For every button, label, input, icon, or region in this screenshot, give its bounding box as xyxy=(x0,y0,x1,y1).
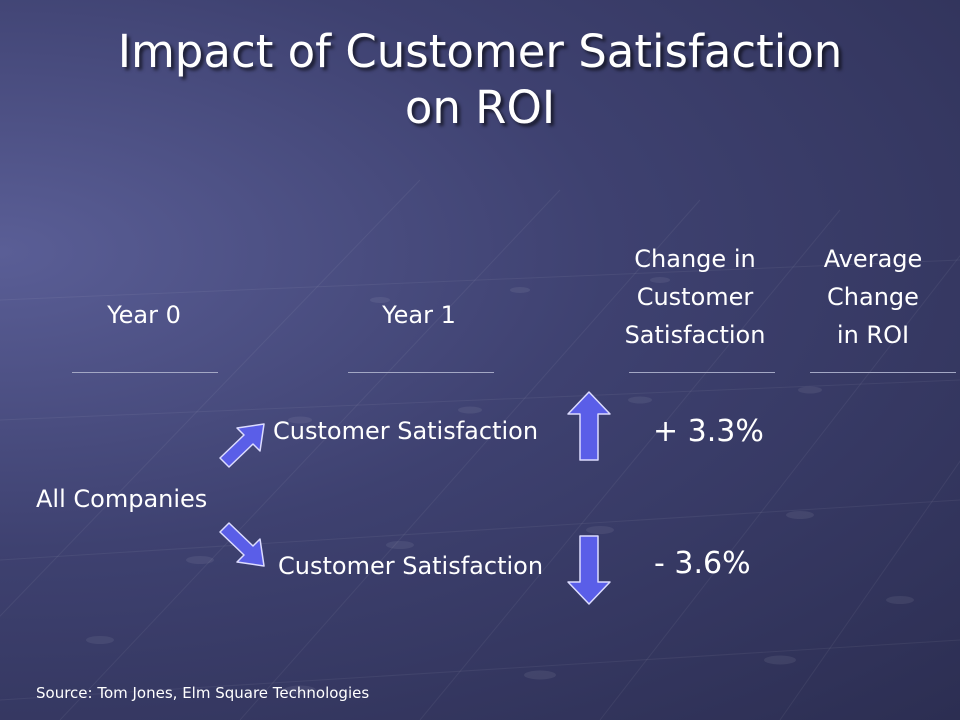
header-rule-average-change-roi xyxy=(810,372,956,373)
header-average-change-roi-line-3: in ROI xyxy=(836,321,910,349)
source-note: Source: Tom Jones, Elm Square Technologi… xyxy=(36,684,370,702)
header-year-0: Year 0 xyxy=(107,301,181,329)
customer-satisfaction-up-label: Customer Satisfaction xyxy=(273,417,539,445)
up-arrow-icon xyxy=(567,391,611,461)
diagonal-up-arrow-icon xyxy=(219,423,265,468)
header-average-change-roi-line-1: Average xyxy=(823,245,923,273)
header-change-satisfaction-line-3: Satisfaction xyxy=(624,321,766,349)
title-line-1: Impact of Customer Satisfaction xyxy=(117,25,843,78)
header-rule-year-1 xyxy=(348,372,494,373)
header-change-satisfaction-line-2: Customer xyxy=(636,283,754,311)
header-average-change-roi: Average Change in ROI xyxy=(790,240,956,354)
header-average-change-roi-line-2: Change xyxy=(827,283,919,311)
header-rule-change-satisfaction xyxy=(629,372,775,373)
customer-satisfaction-down-label: Customer Satisfaction xyxy=(278,552,544,580)
diagonal-down-arrow-icon xyxy=(219,522,265,567)
down-arrow-icon xyxy=(567,535,611,605)
header-year-1: Year 1 xyxy=(382,301,456,329)
slide-title: Impact of Customer Satisfaction on ROI xyxy=(40,24,920,136)
header-change-satisfaction: Change in Customer Satisfaction xyxy=(600,240,790,354)
all-companies-label: All Companies xyxy=(36,485,208,513)
header-rule-year-0 xyxy=(72,372,218,373)
title-line-2: on ROI xyxy=(404,81,556,134)
header-change-satisfaction-line-1: Change in xyxy=(634,245,756,273)
satisfaction-change-up-value: + 3.3% xyxy=(653,414,764,449)
satisfaction-change-down-value: - 3.6% xyxy=(654,546,751,581)
